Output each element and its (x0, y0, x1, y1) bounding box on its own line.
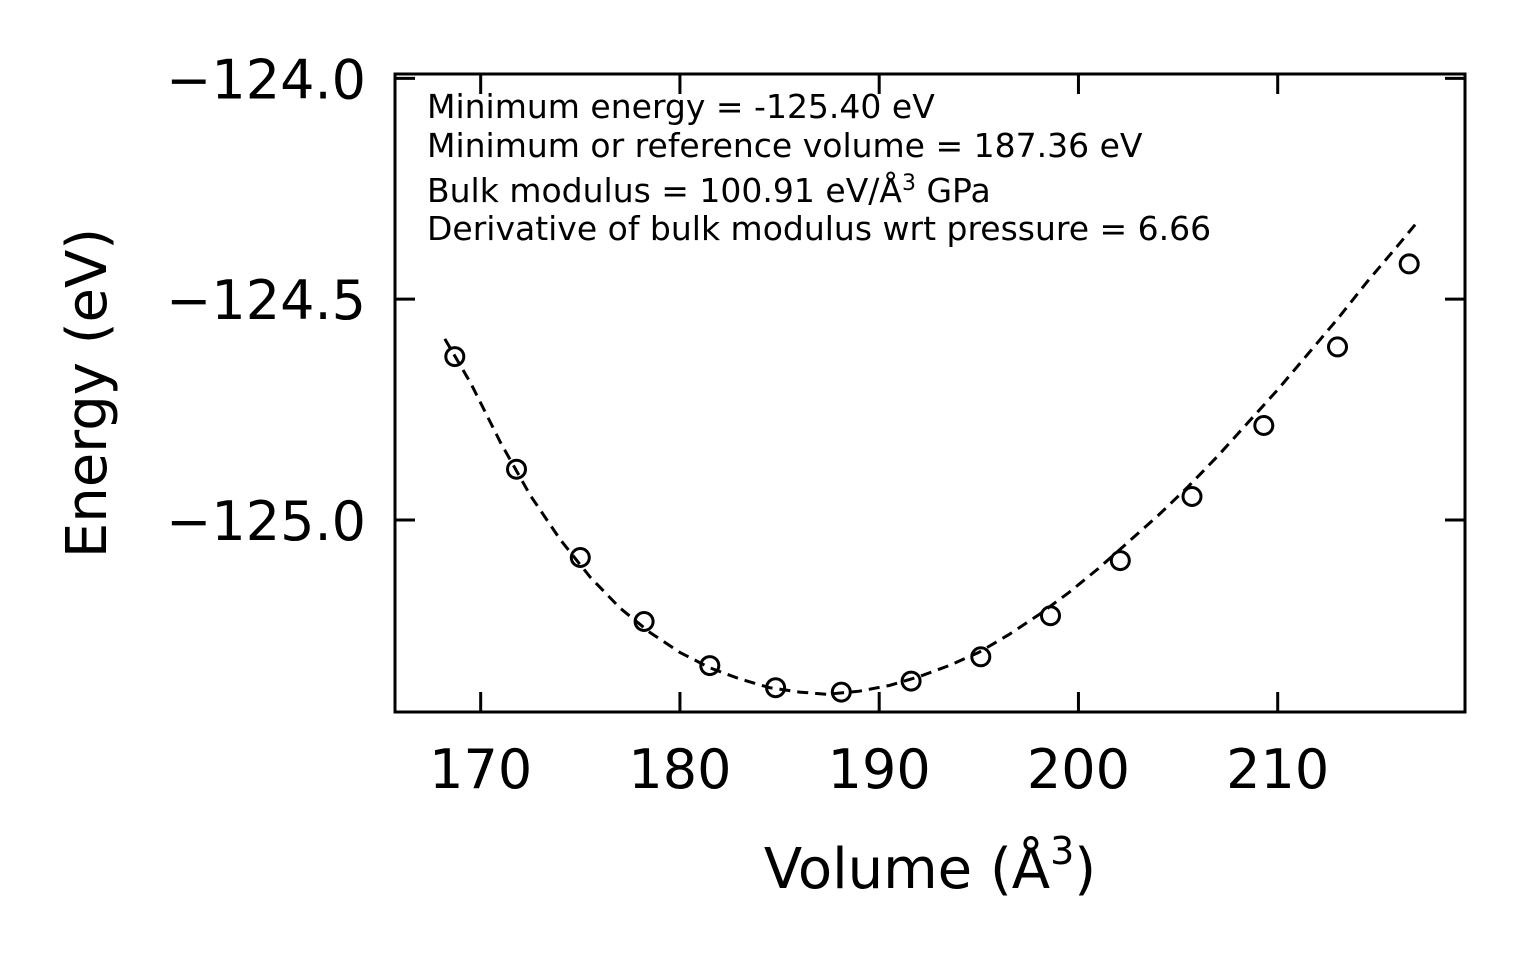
annotation-min-volume: Minimum or reference volume = 187.36 eV (427, 126, 1143, 165)
annotation-bulk-derivative: Derivative of bulk modulus wrt pressure … (427, 209, 1211, 248)
x-axis-label-text: Volume (Å (764, 836, 1050, 902)
data-point (830, 681, 852, 703)
plot-marks (443, 218, 1421, 703)
data-point (1181, 486, 1203, 507)
data-point (1253, 415, 1275, 436)
x-tick-label: 210 (1226, 738, 1329, 801)
data-point (444, 346, 466, 368)
annotation-bulk-modulus-unit: GPa (916, 171, 991, 210)
x-tick-label: 170 (429, 738, 532, 801)
y-tick-label: −124.5 (166, 269, 366, 332)
plot-frame (393, 72, 1467, 714)
data-point (1398, 253, 1420, 275)
fit-curve (443, 218, 1421, 696)
x-tick-label: 200 (1027, 738, 1130, 801)
x-axis-label: Volume (Å3) (764, 829, 1096, 902)
data-point (900, 670, 922, 692)
x-tick-label: 190 (828, 738, 931, 801)
annotation-bulk-modulus-sup: 3 (902, 171, 916, 196)
x-axis-label-close: ) (1074, 837, 1096, 902)
y-tick-label: −125.0 (166, 490, 366, 553)
data-point (699, 655, 721, 677)
annotation-bulk-modulus-text: Bulk modulus = 100.91 eV/Å (427, 170, 902, 210)
data-point (1109, 550, 1131, 572)
data-point (506, 458, 527, 480)
data-point (970, 646, 992, 668)
annotation-min-energy: Minimum energy = -125.40 eV (427, 87, 935, 126)
y-axis-label: Energy (eV) (55, 228, 120, 558)
x-axis-label-sup: 3 (1050, 829, 1074, 873)
data-point (569, 547, 591, 568)
y-axis-ticks: −124.0 −124.5 −125.0 (166, 48, 1465, 553)
x-tick-label: 180 (628, 738, 731, 801)
data-point (1040, 605, 1061, 627)
data-point (1327, 336, 1348, 358)
y-tick-label: −124.0 (166, 48, 366, 111)
annotation-bulk-modulus: Bulk modulus = 100.91 eV/Å3 GPa (427, 170, 991, 210)
x-axis-ticks: 170 180 190 200 210 (429, 74, 1329, 801)
data-point (765, 677, 787, 699)
data-point (633, 611, 655, 632)
